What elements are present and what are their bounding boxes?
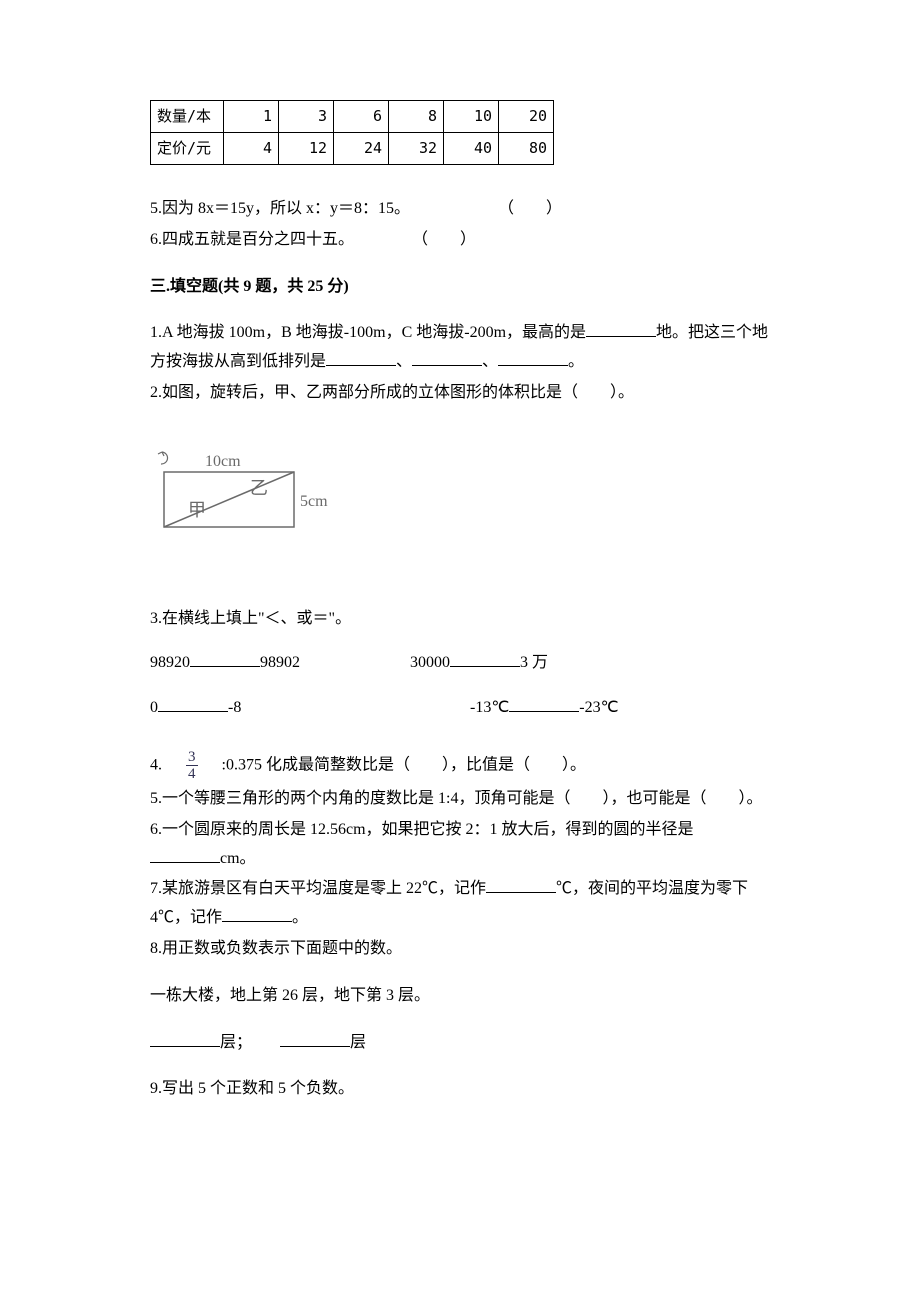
width-label: 10cm [205, 453, 241, 470]
fill-question-6: 6.一个圆原来的周长是 12.56cm，如果把它按 2：1 放大后，得到的圆的半… [150, 816, 770, 874]
fill-question-8: 8.用正数或负数表示下面题中的数。 [150, 935, 770, 964]
fill-question-4: 4. 3 4 :0.375 化成最简整数比是（ ），比值是（ ）。 [150, 749, 770, 783]
compare-row-1: 98920 98902 30000 3 万 [150, 649, 770, 678]
blank [509, 695, 579, 712]
compare-left: 0 [150, 699, 158, 716]
sep: 、 [396, 353, 412, 370]
compare-left: 98920 [150, 654, 190, 671]
compare-right: 98902 [260, 654, 300, 671]
blank [486, 876, 556, 893]
cell: 4 [224, 133, 279, 165]
answer-paren: （ ） [498, 200, 562, 217]
right-triangle-label: 乙 [250, 478, 268, 498]
blank [150, 846, 220, 863]
q8-blank-label: 层； [220, 1034, 252, 1051]
height-label: 5cm [300, 493, 328, 510]
cell: 8 [389, 101, 444, 133]
cell: 1 [224, 101, 279, 133]
compare-pair: 98920 98902 [150, 649, 300, 678]
figure-svg: 10cm 甲 乙 5cm [150, 446, 350, 546]
compare-pair: 30000 3 万 [410, 649, 548, 678]
table-row: 数量/本 1 3 6 8 10 20 [151, 101, 554, 133]
blank [158, 695, 228, 712]
period: 。 [568, 353, 584, 370]
left-triangle-label: 甲 [188, 500, 206, 520]
q6-part-a: 6.一个圆原来的周长是 12.56cm，如果把它按 2：1 放大后，得到的圆的半… [150, 821, 694, 838]
blank [222, 905, 292, 922]
blank [326, 349, 396, 366]
cell: 80 [499, 133, 554, 165]
fill-question-7: 7.某旅游景区有白天平均温度是零上 22℃，记作℃，夜间的平均温度为零下 4℃，… [150, 875, 770, 933]
fill-question-1: 1.A 地海拔 100m，B 地海拔-100m，C 地海拔-200m，最高的是地… [150, 319, 770, 377]
compare-pair: -13℃ -23℃ [470, 694, 619, 723]
cell: 40 [444, 133, 499, 165]
cell: 20 [499, 101, 554, 133]
blank [412, 349, 482, 366]
tf-question-5: 5.因为 8x＝15y，所以 x：y＝8：15。 （ ） [150, 195, 770, 224]
fill-question-9: 9.写出 5 个正数和 5 个负数。 [150, 1075, 770, 1104]
fill-question-2: 2.如图，旋转后，甲、乙两部分所成的立体图形的体积比是（ ）。 [150, 379, 770, 408]
fraction-denominator: 4 [186, 766, 198, 783]
section-3-heading: 三.填空题(共 9 题，共 25 分) [150, 273, 770, 302]
cell: 10 [444, 101, 499, 133]
cell: 12 [279, 133, 334, 165]
compare-right: -23℃ [579, 699, 618, 716]
row-header: 定价/元 [151, 133, 224, 165]
fill-question-5: 5.一个等腰三角形的两个内角的度数比是 1:4，顶角可能是（ ），也可能是（ ）… [150, 785, 770, 814]
blank [280, 1030, 350, 1047]
q6-part-b: cm。 [220, 850, 256, 867]
rotation-icon [161, 452, 168, 464]
cell: 24 [334, 133, 389, 165]
question-text: 6.四成五就是百分之四十五。 [150, 231, 354, 248]
cell: 32 [389, 133, 444, 165]
q8-line: 一栋大楼，地上第 26 层，地下第 3 层。 [150, 982, 770, 1011]
cell: 3 [279, 101, 334, 133]
fraction-numerator: 3 [186, 749, 198, 767]
table-row: 定价/元 4 12 24 32 40 80 [151, 133, 554, 165]
blank [450, 650, 520, 667]
compare-pair: 0 -8 [150, 694, 360, 723]
tf-question-6: 6.四成五就是百分之四十五。 （ ） [150, 226, 770, 255]
blank [190, 650, 260, 667]
q8-blank-label2: 层 [350, 1034, 366, 1051]
q4-rest: :0.375 化成最简整数比是（ ），比值是（ ）。 [206, 757, 586, 774]
compare-right: -8 [228, 699, 241, 716]
q7-part-c: 。 [292, 909, 308, 926]
rotation-figure: 10cm 甲 乙 5cm [150, 446, 770, 557]
compare-right: 3 万 [520, 654, 548, 671]
cell: 6 [334, 101, 389, 133]
question-text: 5.因为 8x＝15y，所以 x：y＝8：15。 [150, 200, 410, 217]
blank [498, 349, 568, 366]
answer-paren: （ ） [412, 231, 476, 248]
q8-blanks: 层； 层 [150, 1029, 770, 1058]
q1-part-a: 1.A 地海拔 100m，B 地海拔-100m，C 地海拔-200m，最高的是 [150, 324, 586, 341]
fraction-3-4: 3 4 [186, 749, 198, 783]
compare-row-2: 0 -8 -13℃ -23℃ [150, 694, 770, 723]
compare-left: -13℃ [470, 699, 509, 716]
sep: 、 [482, 353, 498, 370]
row-header: 数量/本 [151, 101, 224, 133]
blank [586, 320, 656, 337]
diagonal [164, 472, 294, 527]
blank [150, 1030, 220, 1047]
q7-part-a: 7.某旅游景区有白天平均温度是零上 22℃，记作 [150, 880, 486, 897]
fill-question-3-title: 3.在横线上填上"＜、或＝"。 [150, 605, 770, 634]
q4-prefix: 4. [150, 757, 178, 774]
compare-left: 30000 [410, 654, 450, 671]
quantity-price-table: 数量/本 1 3 6 8 10 20 定价/元 4 12 24 32 40 80 [150, 100, 554, 165]
